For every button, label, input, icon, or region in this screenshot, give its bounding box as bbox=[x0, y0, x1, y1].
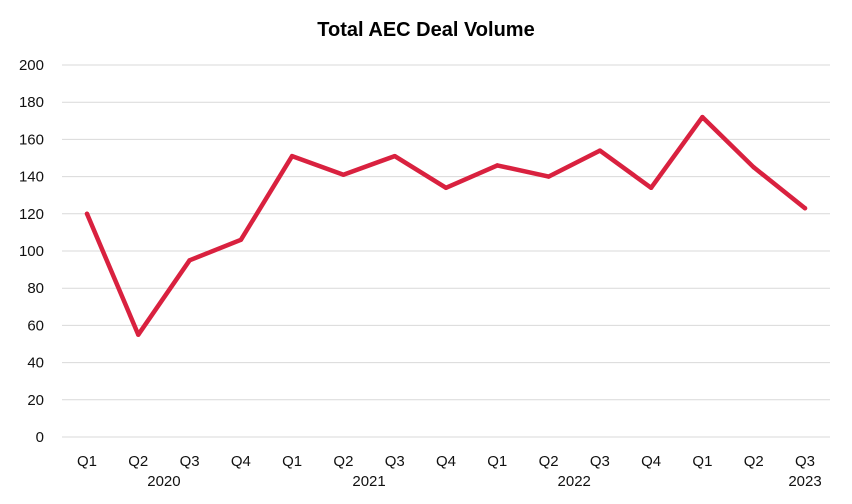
y-tick-label: 140 bbox=[19, 169, 44, 186]
data-point bbox=[84, 211, 90, 216]
data-point bbox=[597, 148, 603, 153]
series-line bbox=[84, 114, 808, 337]
y-tick-label: 80 bbox=[27, 280, 44, 297]
y-tick-label: 60 bbox=[27, 317, 44, 334]
year-label: 2020 bbox=[147, 473, 180, 490]
year-label: 2023 bbox=[788, 473, 821, 490]
y-tick-label: 20 bbox=[27, 392, 44, 409]
x-tick-label: Q1 bbox=[77, 453, 97, 470]
x-tick-label: Q1 bbox=[692, 453, 712, 470]
x-tick-label: Q3 bbox=[590, 453, 610, 470]
x-tick-label: Q2 bbox=[539, 453, 559, 470]
data-point bbox=[495, 163, 500, 168]
y-tick-label: 100 bbox=[19, 243, 44, 260]
x-tick-label: Q3 bbox=[180, 453, 200, 470]
x-tick-label: Q1 bbox=[282, 453, 302, 470]
x-tick-label: Q4 bbox=[436, 453, 456, 470]
x-tick-label: Q2 bbox=[744, 453, 764, 470]
series-group bbox=[84, 114, 808, 337]
x-axis-ticks: Q1 Q2 Q3 Q4 Q1 Q2 Q3 Q4 Q1 Q2 Q3 Q4 Q1 Q2 Q3 bbox=[77, 453, 815, 470]
data-point bbox=[751, 165, 756, 170]
data-point bbox=[546, 174, 551, 179]
x-tick-label: Q4 bbox=[641, 453, 661, 470]
year-label: 2022 bbox=[558, 473, 591, 490]
data-point bbox=[187, 258, 192, 263]
gridlines bbox=[62, 64, 830, 438]
year-labels: 2020 2021 2022 2023 bbox=[147, 473, 821, 490]
data-point bbox=[238, 237, 244, 243]
y-tick-label: 120 bbox=[19, 206, 44, 223]
data-point bbox=[700, 114, 705, 120]
x-tick-label: Q1 bbox=[487, 453, 507, 470]
data-point bbox=[443, 185, 449, 190]
x-tick-label: Q3 bbox=[385, 453, 405, 470]
data-point bbox=[136, 332, 141, 337]
data-point bbox=[802, 206, 808, 211]
y-tick-label: 180 bbox=[19, 94, 44, 111]
x-tick-label: Q3 bbox=[795, 453, 815, 470]
year-label: 2021 bbox=[352, 473, 385, 490]
data-point bbox=[289, 153, 295, 159]
data-point bbox=[648, 185, 654, 190]
data-point bbox=[341, 172, 346, 177]
y-axis-ticks: 0 20 40 60 80 100 120 140 160 180 200 bbox=[19, 57, 44, 446]
y-tick-label: 40 bbox=[27, 355, 44, 372]
x-tick-label: Q2 bbox=[333, 453, 353, 470]
x-tick-label: Q2 bbox=[128, 453, 148, 470]
chart-title: Total AEC Deal Volume bbox=[317, 19, 534, 41]
y-tick-label: 0 bbox=[36, 429, 44, 446]
y-tick-label: 200 bbox=[19, 57, 44, 74]
y-tick-label: 160 bbox=[19, 131, 44, 148]
data-point bbox=[392, 153, 397, 159]
x-tick-label: Q4 bbox=[231, 453, 251, 470]
